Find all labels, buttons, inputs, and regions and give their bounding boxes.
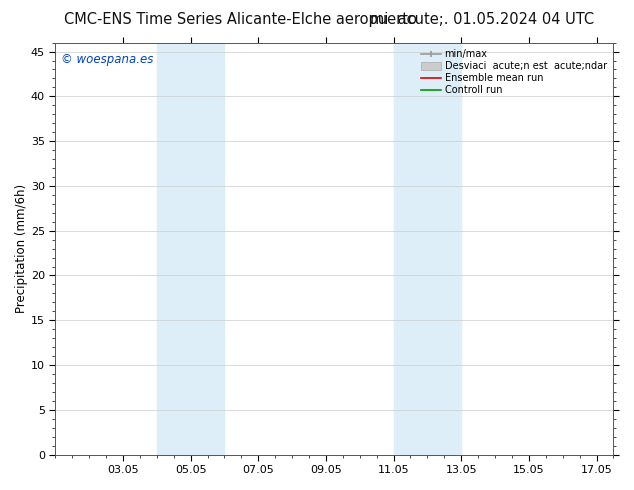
Text: CMC-ENS Time Series Alicante-Elche aeropuerto: CMC-ENS Time Series Alicante-Elche aerop…: [65, 12, 417, 27]
Text: mi  acute;. 01.05.2024 04 UTC: mi acute;. 01.05.2024 04 UTC: [370, 12, 594, 27]
Y-axis label: Precipitation (mm/6h): Precipitation (mm/6h): [15, 184, 28, 313]
Bar: [394, 43, 461, 455]
Text: © woespana.es: © woespana.es: [61, 53, 153, 66]
Legend: min/max, Desviaci  acute;n est  acute;ndar, Ensemble mean run, Controll run: min/max, Desviaci acute;n est acute;ndar…: [419, 48, 609, 97]
Bar: [157, 43, 224, 455]
